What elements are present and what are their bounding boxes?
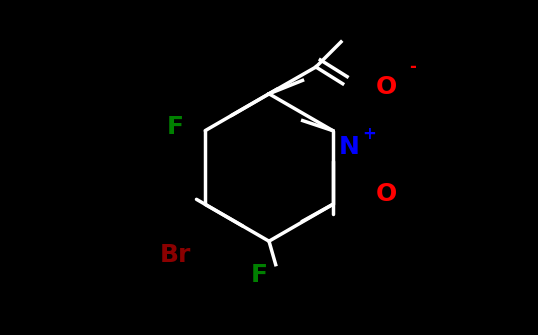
Text: F: F	[167, 115, 183, 139]
Text: O: O	[376, 182, 397, 206]
Text: Br: Br	[159, 243, 191, 267]
Text: -: -	[409, 58, 416, 76]
Text: O: O	[376, 75, 397, 99]
Text: F: F	[251, 263, 267, 287]
Text: +: +	[363, 125, 377, 143]
Text: N: N	[339, 135, 360, 159]
